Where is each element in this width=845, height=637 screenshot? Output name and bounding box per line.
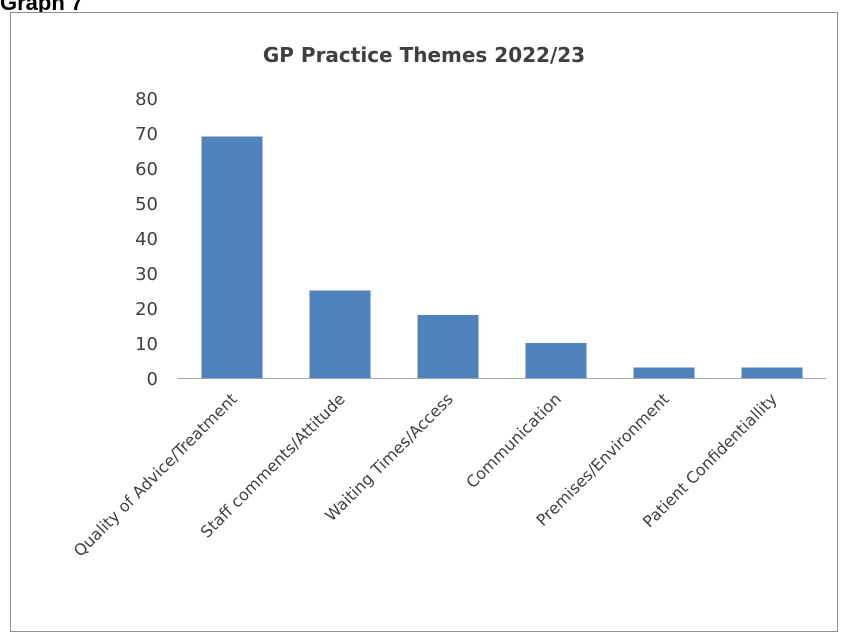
- bar: [525, 343, 587, 378]
- y-tick-label: 10: [135, 334, 158, 355]
- bar: [309, 290, 371, 378]
- chart-title: GP Practice Themes 2022/23: [263, 43, 585, 67]
- y-tick-label: 20: [135, 299, 158, 320]
- y-tick-label: 0: [147, 369, 158, 390]
- y-tick-label: 80: [135, 89, 158, 110]
- bars: [201, 136, 803, 378]
- y-tick-label: 40: [135, 229, 158, 250]
- y-tick-label: 30: [135, 264, 158, 285]
- bar: [633, 367, 695, 378]
- y-axis-ticks: 0 10 20 30 40 50 60 70 80: [135, 89, 158, 390]
- bar: [201, 136, 263, 378]
- y-tick-label: 70: [135, 124, 158, 145]
- bar: [417, 315, 479, 378]
- graph-heading: Graph 7: [0, 0, 84, 15]
- x-category-label: Communication: [462, 389, 565, 492]
- y-tick-label: 50: [135, 194, 158, 215]
- bar: [741, 367, 803, 378]
- y-tick-label: 60: [135, 159, 158, 180]
